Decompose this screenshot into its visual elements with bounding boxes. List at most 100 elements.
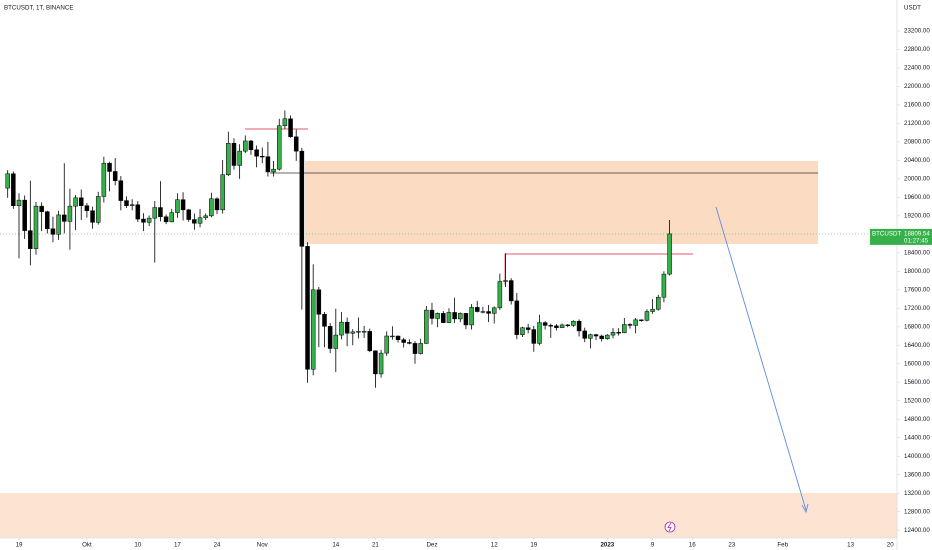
x-tick-label: 23 bbox=[728, 542, 735, 549]
x-tick-label: Dez bbox=[426, 542, 437, 549]
candle-body bbox=[16, 199, 22, 206]
candle-body bbox=[197, 217, 203, 224]
candle-body bbox=[446, 312, 452, 323]
x-tick-label: 19 bbox=[530, 542, 537, 549]
candle-body bbox=[656, 296, 661, 310]
candle-body bbox=[271, 168, 276, 173]
candle-body bbox=[390, 335, 395, 338]
y-tick-label: 22000.00 bbox=[904, 83, 930, 90]
candle-body bbox=[605, 334, 610, 340]
y-tick-label: 20000.00 bbox=[904, 176, 930, 183]
candle-body bbox=[542, 322, 548, 326]
candle-body bbox=[373, 350, 378, 375]
candle-body bbox=[548, 325, 554, 327]
support-zone bbox=[0, 493, 897, 538]
x-tick-label: 20 bbox=[887, 542, 894, 549]
candle-body bbox=[463, 313, 469, 326]
y-tick-label: 18400.00 bbox=[904, 249, 930, 256]
y-tick-label: 15200.00 bbox=[904, 397, 930, 404]
candle-body bbox=[129, 204, 135, 206]
candle-body bbox=[226, 143, 231, 175]
candle-body bbox=[639, 319, 644, 321]
candle-body bbox=[401, 339, 406, 343]
arrow-head bbox=[801, 503, 809, 514]
candle-body bbox=[90, 210, 95, 223]
candle-body bbox=[28, 230, 33, 249]
candle-body bbox=[22, 199, 27, 231]
x-tick-label: 24 bbox=[214, 542, 221, 549]
candle-body bbox=[378, 352, 384, 375]
candle-body bbox=[112, 171, 118, 181]
candle-body bbox=[644, 311, 650, 321]
y-tick-label: 12400.00 bbox=[904, 527, 930, 534]
candle-body bbox=[33, 205, 39, 249]
y-tick-label: 22800.00 bbox=[904, 46, 930, 53]
candle-body bbox=[237, 150, 242, 166]
y-tick-label: 12800.00 bbox=[904, 508, 930, 515]
candle-body bbox=[367, 331, 373, 352]
countdown: 01:27:45 bbox=[904, 238, 929, 245]
candle-body bbox=[152, 207, 158, 219]
candle-body bbox=[333, 334, 339, 349]
candle-body bbox=[192, 219, 197, 224]
resistance-zone bbox=[305, 161, 818, 244]
candle-body bbox=[361, 331, 367, 333]
candle-body bbox=[435, 313, 440, 319]
candle-body bbox=[497, 281, 503, 309]
y-tick-label: 19200.00 bbox=[904, 212, 930, 219]
candle-body bbox=[67, 205, 73, 222]
candle-body bbox=[186, 209, 191, 220]
chart-title: BTCUSDT, 1T, BINANCE bbox=[4, 5, 73, 12]
candle-body bbox=[571, 320, 576, 326]
event-icon-bolt bbox=[667, 522, 672, 532]
candle-body bbox=[11, 173, 16, 206]
candle-body bbox=[593, 334, 599, 337]
candle-body bbox=[525, 327, 531, 330]
candle-body bbox=[650, 308, 655, 312]
candle-body bbox=[508, 280, 514, 302]
x-tick-label: 13 bbox=[847, 542, 854, 549]
candle-body bbox=[45, 211, 50, 230]
y-tick-label: 17600.00 bbox=[904, 286, 930, 293]
x-tick-label: 16 bbox=[689, 542, 696, 549]
candle-body bbox=[243, 140, 248, 152]
candle-body bbox=[50, 228, 56, 235]
candle-body bbox=[412, 343, 418, 354]
candle-body bbox=[310, 289, 316, 370]
y-tick-label: 17200.00 bbox=[904, 305, 930, 312]
candle-body bbox=[622, 324, 627, 334]
candle-body bbox=[180, 199, 186, 211]
candle-body bbox=[95, 196, 101, 223]
candle-body bbox=[288, 118, 293, 138]
y-tick-label: 16800.00 bbox=[904, 323, 930, 330]
last-price: 18809.54 bbox=[904, 231, 930, 238]
candle-body bbox=[667, 233, 672, 275]
candle-body bbox=[486, 311, 491, 314]
x-tick-label: 19 bbox=[16, 542, 23, 549]
candle-body bbox=[124, 200, 129, 206]
candle-body bbox=[395, 335, 401, 340]
candle-body bbox=[276, 125, 282, 170]
candle-body bbox=[458, 313, 463, 320]
candle-body bbox=[474, 307, 480, 312]
y-tick-label: 14400.00 bbox=[904, 434, 930, 441]
candle-body bbox=[107, 162, 112, 172]
candle-body bbox=[299, 150, 305, 247]
y-tick-label: 22400.00 bbox=[904, 65, 930, 72]
candle-body bbox=[610, 332, 616, 336]
y-tick-label: 21200.00 bbox=[904, 120, 930, 127]
candle-body bbox=[480, 311, 486, 313]
candle-body bbox=[169, 212, 175, 223]
event-icon[interactable] bbox=[664, 521, 676, 533]
y-tick-label: 14800.00 bbox=[904, 416, 930, 423]
candle-body bbox=[554, 325, 559, 328]
candle-body bbox=[78, 197, 84, 206]
candle-body bbox=[424, 309, 429, 344]
x-tick-label: 17 bbox=[174, 542, 181, 549]
candle-body bbox=[84, 205, 90, 212]
candle-body bbox=[141, 218, 146, 223]
candle-body bbox=[175, 199, 180, 213]
candle-body bbox=[158, 207, 163, 218]
candle-body bbox=[56, 214, 61, 235]
y-tick-label: 19600.00 bbox=[904, 194, 930, 201]
